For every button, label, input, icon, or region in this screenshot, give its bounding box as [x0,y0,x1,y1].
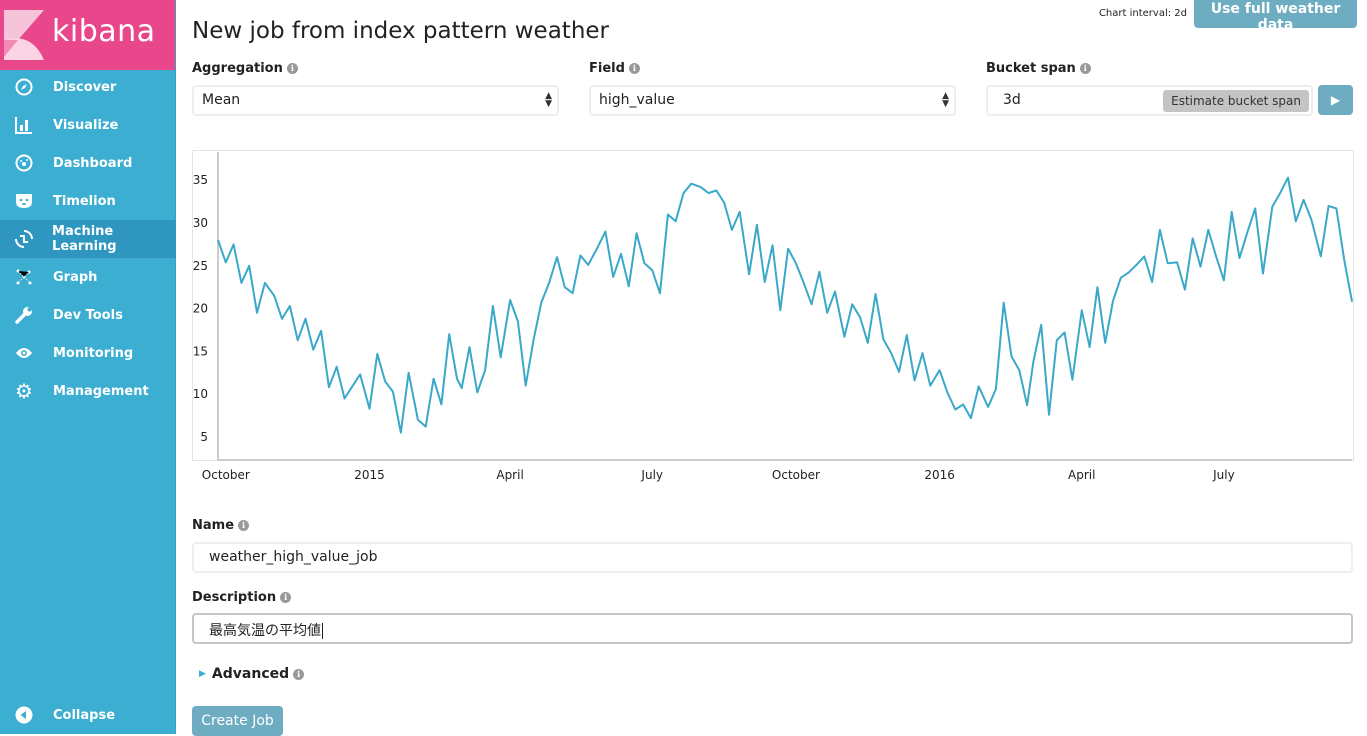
main-content: New job from index pattern weather Chart… [176,0,1367,736]
eye-icon [14,343,34,363]
machine-learning-icon [14,229,33,249]
collapse-arrow-icon [14,705,34,725]
sidebar-item-timelion[interactable]: Timelion [0,182,176,220]
text-cursor: ​ [322,623,323,639]
info-icon[interactable]: i [1079,63,1091,74]
brand-name: kibana [52,14,156,49]
gear-icon: ⚙ [15,379,33,403]
collapse-label: Collapse [53,707,116,723]
x-tick-label: April [496,468,523,482]
sidebar-item-discover[interactable]: Discover [0,68,176,106]
x-tick-label: October [772,468,820,482]
sidebar-item-label: Management [53,383,149,399]
wrench-icon [14,305,34,325]
use-full-data-button[interactable]: Use full weather data [1194,0,1357,33]
description-value: 最高気温の平均値 [209,623,321,639]
field-select[interactable]: high_value ▲ ▼ [589,85,956,116]
create-job-button[interactable]: Create Job [192,706,283,736]
bucket-span-label: Bucket span i [986,61,1091,76]
info-icon[interactable]: i [286,63,298,74]
kibana-logo-icon [4,10,44,60]
info-icon[interactable]: i [293,668,305,680]
bucket-span-input[interactable]: 3d Estimate bucket span [986,85,1313,116]
y-tick-label: 20 [193,302,208,316]
series-line [217,176,1353,434]
sidebar-item-label: Timelion [53,193,116,209]
job-name-value: weather_high_value_job [209,549,378,565]
sidebar-item-label: Monitoring [53,345,134,361]
aggregation-select[interactable]: Mean ▲ ▼ [192,85,559,116]
y-tick-label: 25 [193,259,208,273]
estimate-bucket-span-button[interactable]: Estimate bucket span [1163,90,1309,112]
graph-icon [14,267,34,287]
name-label: Name i [192,518,250,533]
y-tick-label: 30 [193,216,208,230]
sidebar-item-machine-learning[interactable]: Machine Learning [0,220,176,258]
play-icon: ▶ [1330,93,1341,107]
x-tick-label: July [640,468,663,482]
kibana-logo[interactable]: kibana [0,0,175,70]
caret-right-icon: ▶ [199,669,206,679]
chart-frame [192,150,1354,461]
y-tick-label: 5 [200,430,208,444]
dashboard-icon [14,153,34,173]
y-tick-label: 15 [193,344,208,358]
aggregation-value: Mean [202,92,241,108]
sidebar-item-graph[interactable]: Graph [0,258,176,296]
compass-icon [14,77,34,97]
x-tick-label: 2016 [924,468,955,482]
advanced-toggle[interactable]: ▶ Advanced i [199,666,305,682]
bucket-span-value: 3d [1003,92,1021,108]
x-tick-label: April [1068,468,1095,482]
sidebar: kibana Discover Visualize Dashboard Time… [0,0,176,734]
bar-chart-icon [14,115,34,135]
sidebar-item-label: Dashboard [53,155,133,171]
sidebar-item-label: Machine Learning [52,224,117,254]
aggregation-label: Aggregation i [192,61,298,76]
chart-interval: Chart interval: 2d [1098,8,1187,19]
chart: 5 10 15 20 25 30 35 October 2015 April July October… [192,150,1354,482]
field-value: high_value [599,92,675,108]
sidebar-item-visualize[interactable]: Visualize [0,106,176,144]
y-tick-label: 35 [193,173,208,187]
field-label: Field i [589,61,640,76]
sidebar-item-dev-tools[interactable]: Dev Tools [0,296,176,334]
sidebar-item-label: Graph [53,269,98,285]
advanced-label: Advanced [211,666,290,682]
info-icon[interactable]: i [628,63,640,74]
name-label-text: Name [192,518,235,533]
y-tick-label: 10 [193,387,208,401]
sidebar-item-dashboard[interactable]: Dashboard [0,144,176,182]
description-label-text: Description [192,590,277,605]
description-input[interactable]: 最高気温の平均値​ [192,613,1353,644]
x-tick-label: 2015 [354,468,385,482]
select-arrows-icon: ▲ ▼ [942,91,949,109]
sidebar-item-management[interactable]: ⚙ Management [0,372,176,410]
info-icon[interactable]: i [280,592,292,603]
info-icon[interactable]: i [238,520,250,531]
bucket-span-label-text: Bucket span [986,61,1076,76]
sidebar-item-label: Visualize [53,117,119,133]
sidebar-item-label: Dev Tools [53,307,123,323]
timelion-icon [14,191,34,211]
run-preview-button[interactable]: ▶ [1318,85,1353,115]
collapse-button[interactable]: Collapse [0,696,176,734]
x-tick-label: July [1212,468,1235,482]
description-label: 最高気温の平均値Descriptioni [192,590,292,605]
aggregation-label-text: Aggregation [192,61,283,76]
sidebar-item-monitoring[interactable]: Monitoring [0,334,176,372]
field-label-text: Field [589,61,625,76]
page-title: New job from index pattern weather [192,18,609,44]
select-arrows-icon: ▲ ▼ [545,91,552,109]
job-name-input[interactable]: weather_high_value_job [192,542,1353,573]
x-tick-label: October [202,468,250,482]
sidebar-item-label: Discover [53,79,117,95]
